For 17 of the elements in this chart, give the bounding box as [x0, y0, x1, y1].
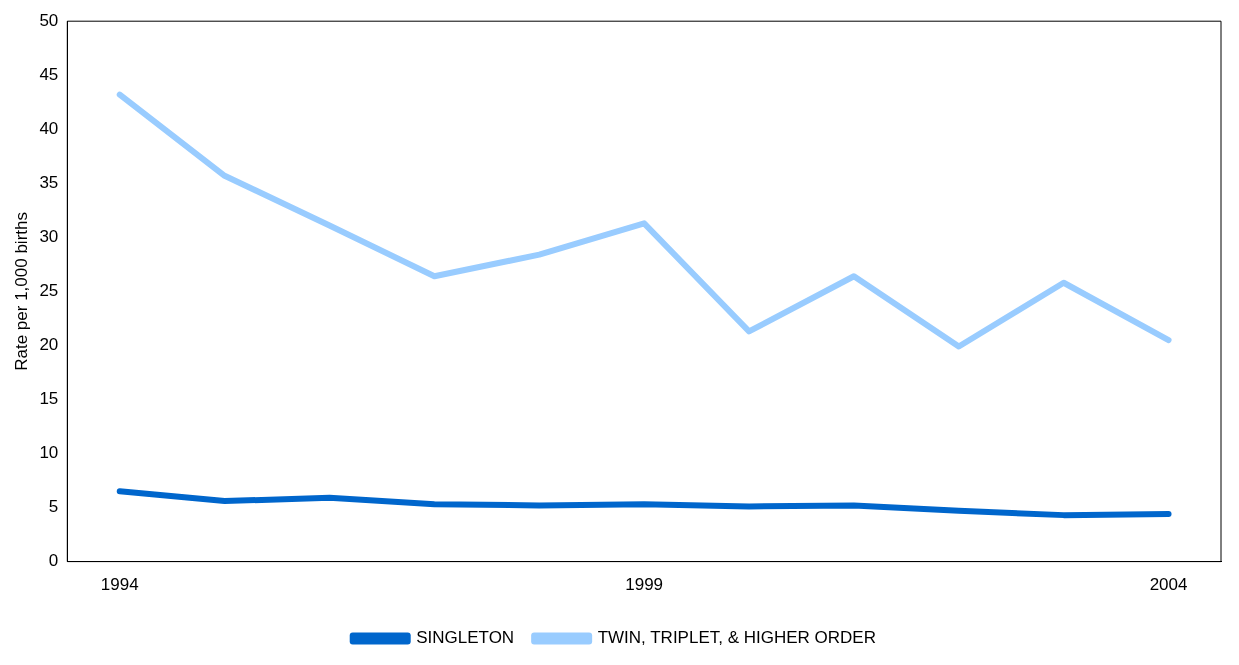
y-tick-label: 10	[39, 443, 59, 463]
legend-label: SINGLETON	[416, 628, 515, 648]
y-tick-label: 15	[39, 389, 59, 409]
y-axis-title: Rate per 1,000 births	[11, 212, 31, 371]
x-tick-label: 1999	[625, 575, 664, 595]
y-tick-label: 0	[48, 551, 59, 571]
y-tick-label: 35	[39, 173, 59, 193]
x-tick-label: 2004	[1149, 575, 1188, 595]
y-tick-label: 25	[39, 281, 59, 301]
y-tick-label: 5	[48, 497, 59, 517]
x-tick-label: 1994	[100, 575, 139, 595]
y-tick-label: 45	[39, 64, 59, 84]
y-tick-label: 20	[39, 335, 59, 355]
y-tick-label: 40	[39, 118, 59, 138]
y-tick-label: 30	[39, 227, 59, 247]
legend-label: TWIN, TRIPLET, & HIGHER ORDER	[597, 628, 876, 648]
y-tick-label: 50	[39, 10, 59, 30]
